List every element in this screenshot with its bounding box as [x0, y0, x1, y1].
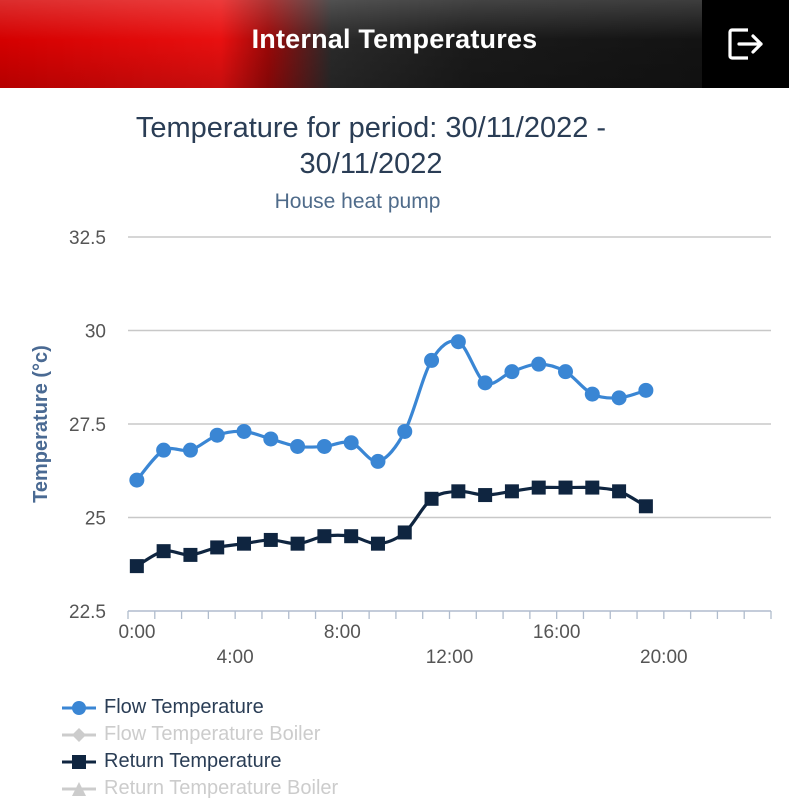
y-tick-label: 30 — [85, 322, 106, 343]
legend-symbol — [62, 754, 96, 769]
data-point — [504, 364, 520, 380]
legend-marker — [72, 700, 86, 715]
data-point — [183, 547, 198, 562]
legend-label: Return Temperature — [104, 750, 282, 772]
x-tick-label: 12:00 — [426, 647, 474, 668]
data-point — [156, 442, 172, 458]
x-tick-label: 16:00 — [533, 622, 581, 643]
chart-legend: Flow Temperature Flow Temperature Boiler R… — [62, 694, 338, 802]
logout-button[interactable] — [702, 0, 789, 88]
data-point — [478, 488, 493, 503]
legend-symbol — [62, 700, 96, 715]
data-point — [129, 472, 145, 488]
data-point — [182, 442, 198, 458]
data-point — [450, 334, 466, 350]
data-point — [424, 352, 440, 368]
data-point — [344, 529, 359, 544]
y-tick-label: 25 — [85, 509, 106, 530]
data-point — [263, 532, 278, 547]
series-line — [135, 339, 647, 482]
x-tick-label: 20:00 — [640, 647, 688, 668]
chart-title-line-2: 30/11/2022 — [299, 148, 443, 180]
data-point — [424, 491, 439, 506]
data-point — [209, 427, 225, 443]
data-point — [477, 375, 493, 391]
page-title: Internal Temperatures — [251, 24, 538, 54]
y-axis-label: Temperature (°c) — [30, 345, 52, 503]
legend-symbol — [62, 727, 96, 742]
data-point — [129, 559, 144, 574]
legend-marker — [72, 781, 86, 796]
data-point — [236, 423, 252, 439]
legend-marker — [72, 727, 86, 742]
app-bar: Internal Temperatures — [0, 0, 789, 88]
data-point — [558, 480, 573, 495]
y-tick-label: 22.5 — [69, 602, 106, 623]
legend-label: Flow Temperature — [104, 696, 264, 718]
axes: 22.5 25 27.5 30 32.5 0:00 4:00 8:00 12:00 16:00 20… — [69, 228, 772, 668]
legend-item[interactable]: Return Temperature Boiler — [62, 775, 338, 802]
data-point — [584, 386, 600, 402]
x-tick-label: 8:00 — [324, 622, 361, 643]
data-point — [451, 484, 466, 499]
legend-label: Flow Temperature Boiler — [104, 723, 321, 745]
chart-area: Temperature for period: 30/11/2022 - 30/… — [0, 92, 789, 800]
data-point — [237, 536, 252, 551]
x-tick-label: 4:00 — [217, 647, 254, 668]
data-point — [316, 438, 332, 454]
data-point — [504, 484, 519, 499]
data-point — [210, 540, 225, 555]
series — [129, 334, 654, 574]
data-point — [531, 480, 546, 495]
data-point — [638, 382, 654, 398]
data-point — [611, 390, 627, 406]
x-tick-label: 0:00 — [119, 622, 156, 643]
data-point — [263, 431, 279, 447]
data-point — [531, 356, 547, 372]
data-point — [612, 484, 627, 499]
chart-subtitle: House heat pump — [274, 190, 441, 213]
legend-marker — [72, 754, 86, 769]
legend-item[interactable]: Flow Temperature Boiler — [62, 721, 338, 748]
data-point — [290, 438, 306, 454]
data-point — [585, 480, 600, 495]
data-point — [343, 435, 359, 451]
legend-label: Return Temperature Boiler — [104, 777, 339, 799]
data-point — [558, 364, 574, 380]
legend-item[interactable]: Return Temperature — [62, 748, 338, 775]
legend-symbol — [62, 781, 96, 796]
data-point — [370, 453, 386, 469]
data-point — [638, 499, 653, 514]
grid — [128, 236, 771, 519]
data-point — [397, 423, 413, 439]
data-point — [156, 544, 171, 559]
legend-item[interactable]: Flow Temperature — [62, 694, 338, 721]
app-bar-gloss — [0, 0, 789, 88]
y-tick-label: 27.5 — [69, 415, 106, 436]
logout-icon — [727, 28, 763, 60]
y-tick-label: 32.5 — [69, 228, 106, 249]
chart-title: Temperature for period: 30/11/2022 - — [135, 112, 607, 144]
data-point — [290, 536, 305, 551]
data-point — [370, 536, 385, 551]
data-point — [397, 525, 412, 540]
data-point — [317, 529, 332, 544]
